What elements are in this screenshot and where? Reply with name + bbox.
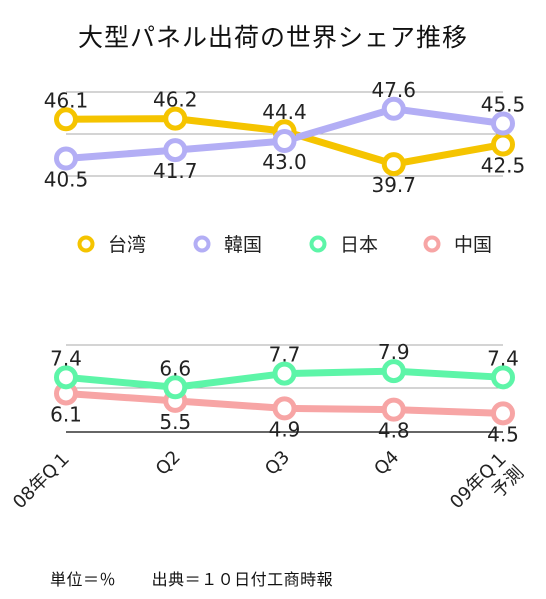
data-label-3-0: 6.1 [50,402,82,426]
data-point-2-2 [272,361,297,386]
data-point-3-4 [491,401,515,426]
data-label-2-2: 7.7 [269,343,301,367]
data-point-0-0 [54,107,78,132]
legend-label-0: 台湾 [108,234,146,256]
x-tick-label-1: Q2 [152,447,185,480]
x-tick-label-2: Q3 [261,447,294,480]
data-label-2-3: 7.9 [378,340,410,364]
legend-marker-3 [423,235,441,253]
data-point-2-1 [163,375,188,400]
data-label-2-4: 7.4 [487,346,519,370]
data-label-0-4: 42.5 [481,154,526,178]
data-point-3-3 [381,397,406,422]
data-label-0-2: 44.4 [262,100,307,124]
chart-title: 大型パネル出荷の世界シェア推移 [77,23,468,52]
data-label-2-0: 7.4 [50,346,82,370]
data-point-1-3 [381,96,406,121]
data-point-2-0 [54,365,78,390]
legend-marker-1 [193,235,211,253]
x-tick-label-3: Q4 [370,447,403,480]
data-points [54,96,515,426]
data-label-0-3: 39.7 [371,173,416,197]
data-label-3-3: 4.8 [378,419,410,443]
data-label-1-4: 45.5 [481,93,526,117]
data-point-1-2 [272,129,297,153]
data-label-1-2: 43.0 [262,150,307,174]
data-point-1-4 [491,111,515,136]
data-labels: 6.1 5.5 4.9 4.8 4.5 7.4 6.6 7.7 7.9 7.4 46.1 46.2 44… [44,78,526,447]
data-label-1-1: 41.7 [153,159,198,183]
legend-label-2: 日本 [340,234,378,256]
source-note: 出典＝１０日付工商時報 [151,570,334,589]
data-label-3-4: 4.5 [487,422,519,446]
data-label-0-1: 46.2 [153,88,198,112]
data-point-2-4 [491,365,515,390]
legend-marker-0 [77,235,95,253]
unit-note: 単位＝％ [50,570,117,589]
data-point-0-1 [163,106,188,131]
data-label-1-0: 40.5 [44,168,89,192]
legend-marker-2 [309,235,327,253]
data-label-3-1: 5.5 [159,410,191,434]
data-label-3-2: 4.9 [269,417,301,441]
data-point-0-3 [381,152,406,177]
data-point-3-2 [272,396,297,421]
data-point-2-3 [381,359,406,384]
data-label-2-1: 6.6 [159,356,191,380]
legend: 台湾 韓国 日本 中国 [77,234,492,256]
data-label-1-3: 47.6 [371,78,416,102]
data-point-1-0 [54,146,78,171]
data-point-0-4 [491,132,515,157]
chart-footer: 単位＝％ 出典＝１０日付工商時報 [50,566,363,590]
legend-label-1: 韓国 [224,234,262,256]
x-tick-label-4: 09年Q１予測 [446,447,528,529]
data-point-1-1 [163,138,188,163]
x-axis-tick-labels: 08年Q１ Q2 Q3 Q4 09年Q１予測 [9,447,528,529]
legend-label-3: 中国 [454,234,492,256]
data-label-0-0: 46.1 [44,88,89,112]
x-tick-label-0: 08年Q１ [9,447,76,514]
